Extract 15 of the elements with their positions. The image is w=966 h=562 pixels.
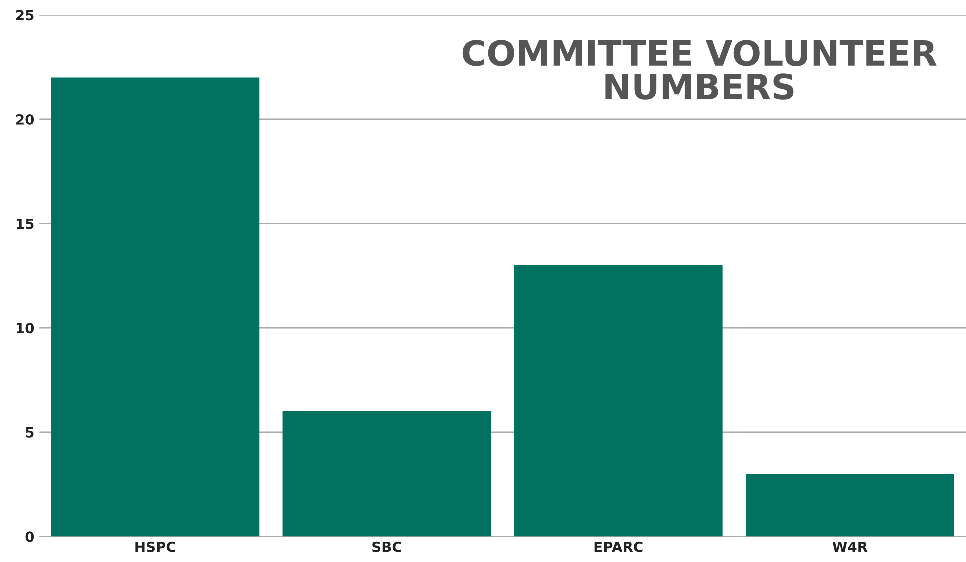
y-tick-label: 15 [16, 218, 34, 230]
y-tick-label: 0 [26, 532, 34, 542]
y-tick-label: 5 [26, 428, 34, 438]
bar [51, 78, 260, 537]
x-tick-label: SBC [372, 542, 402, 552]
bar [282, 412, 492, 537]
bar [514, 266, 723, 537]
x-tick-label: W4R [832, 542, 868, 552]
y-tick-label: 10 [16, 323, 34, 334]
y-tick-label: 20 [16, 114, 34, 125]
y-tick-label: 25 [16, 10, 34, 21]
x-tick-label: HSPC [136, 542, 176, 552]
bar [746, 474, 954, 537]
text: COMMITTEE VOLUNTEER NUMBERS [462, 40, 937, 100]
x-tick-label: EPARC [594, 542, 643, 552]
